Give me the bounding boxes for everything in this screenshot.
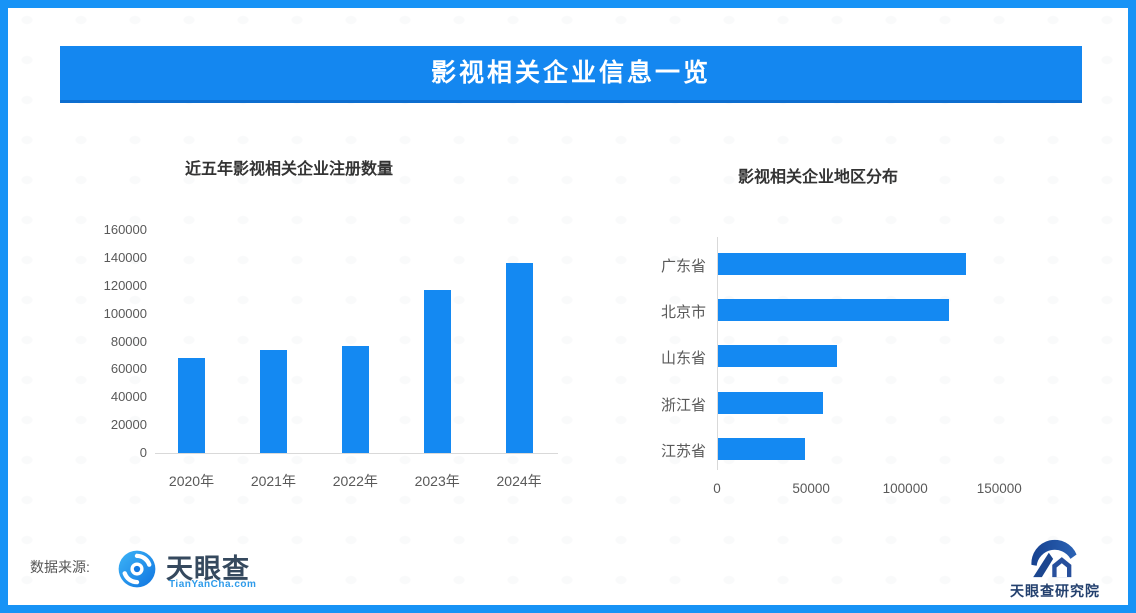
y-label-广东省: 广东省 <box>660 258 706 275</box>
bar-2021年 <box>259 350 287 453</box>
y-tick-20000: 20000 <box>110 417 147 433</box>
bar-2022年 <box>341 346 369 453</box>
bar-2020年 <box>178 358 205 453</box>
y-tick-100000: 100000 <box>103 305 147 321</box>
y-label-江苏省: 江苏省 <box>660 443 706 460</box>
x-tick-0: 0 <box>713 481 721 496</box>
left-chart-title: 近五年影视相关企业注册数量 <box>185 161 394 178</box>
bar-北京市 <box>718 299 949 321</box>
data-source-label: 数据来源: <box>30 559 90 575</box>
bar-山东省 <box>718 345 837 367</box>
y-axis-line <box>717 237 718 470</box>
x-tick-100000: 100000 <box>882 481 928 496</box>
page-title: 影视相关企业信息一览 <box>60 46 1082 100</box>
tianyancha-logo-text: 天眼查 <box>166 554 250 584</box>
y-label-山东省: 山东省 <box>660 350 706 367</box>
x-label-2021年: 2021年 <box>250 473 296 489</box>
x-tick-50000: 50000 <box>792 481 830 496</box>
x-label-2024年: 2024年 <box>496 473 542 489</box>
x-axis-line <box>155 453 558 454</box>
bar-江苏省 <box>718 438 805 460</box>
x-label-2022年: 2022年 <box>332 473 378 489</box>
y-tick-80000: 80000 <box>110 333 147 349</box>
y-tick-160000: 160000 <box>103 222 147 237</box>
y-label-北京市: 北京市 <box>660 304 706 321</box>
x-tick-150000: 150000 <box>976 481 1022 496</box>
bar-广东省 <box>718 253 966 275</box>
tianyancha-domain-text: TianYanCha.com <box>169 579 257 590</box>
y-tick-60000: 60000 <box>110 361 147 377</box>
bar-2023年 <box>423 290 451 453</box>
x-label-2020年: 2020年 <box>168 473 215 489</box>
y-tick-120000: 120000 <box>103 277 147 293</box>
y-tick-0: 0 <box>139 445 147 460</box>
institute-logo-text: 天眼查研究院 <box>1010 583 1100 599</box>
y-tick-40000: 40000 <box>110 389 147 405</box>
y-label-浙江省: 浙江省 <box>660 397 706 414</box>
bar-浙江省 <box>718 392 823 414</box>
tianyancha-eye-icon <box>118 550 156 588</box>
y-tick-140000: 140000 <box>103 249 147 265</box>
bar-2024年 <box>505 263 533 453</box>
right-chart-title: 影视相关企业地区分布 <box>738 169 899 186</box>
x-label-2023年: 2023年 <box>414 473 460 489</box>
tianyancha-institute-icon <box>1031 539 1077 578</box>
